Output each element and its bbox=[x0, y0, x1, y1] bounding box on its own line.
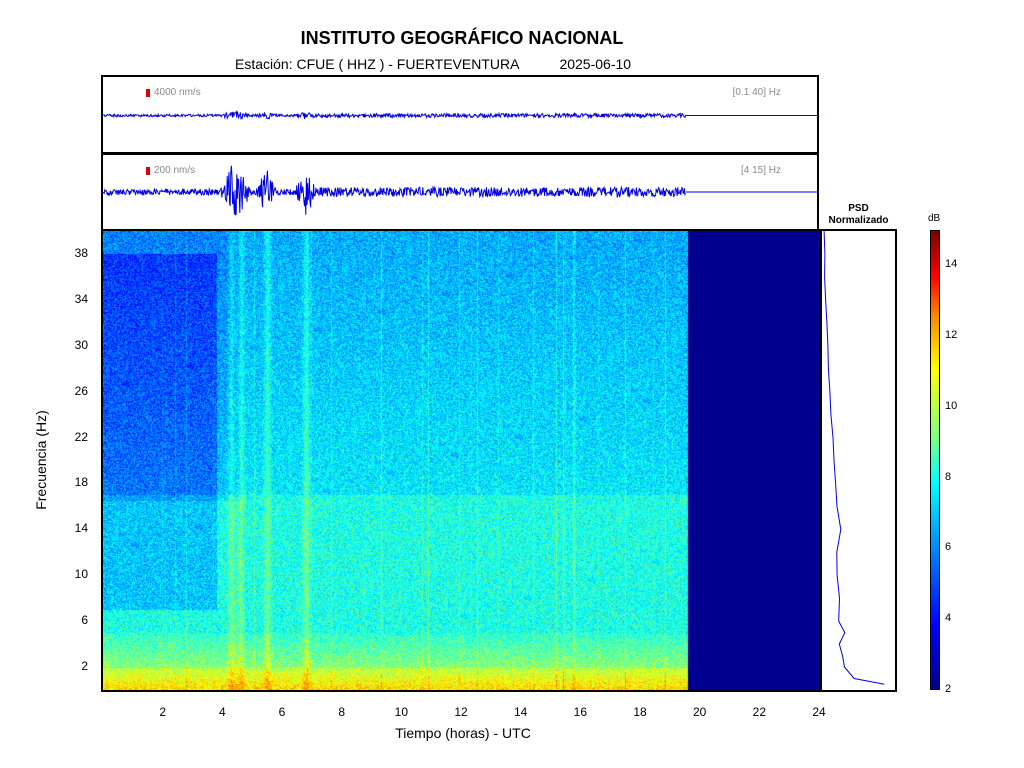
y-tick-label: 18 bbox=[74, 475, 88, 490]
psd-title: PSD Normalizado bbox=[820, 203, 897, 227]
filter-band-label: [0.1 40] Hz bbox=[732, 87, 781, 98]
x-tick-label: 22 bbox=[752, 705, 766, 719]
amplitude-scale-label: 4000 nm/s bbox=[154, 87, 201, 98]
y-tick-label: 10 bbox=[74, 567, 88, 582]
colorbar-tick-label: 14 bbox=[945, 258, 958, 271]
x-tick-label: 6 bbox=[278, 705, 286, 719]
amplitude-scale-label: 200 nm/s bbox=[154, 165, 196, 176]
x-tick-label: 16 bbox=[573, 705, 587, 719]
y-tick-label: 30 bbox=[74, 337, 88, 352]
station-label: Estación: CFUE ( HHZ ) - FUERTEVENTURA bbox=[235, 56, 520, 72]
y-tick-label: 22 bbox=[74, 429, 88, 444]
y-tick-label: 6 bbox=[81, 613, 88, 628]
x-tick-label: 8 bbox=[338, 705, 345, 719]
x-tick-label: 2 bbox=[159, 705, 166, 719]
x-tick-label: 12 bbox=[454, 705, 468, 719]
colorbar-tick-label: 6 bbox=[945, 541, 952, 554]
seismogram-trace bbox=[103, 110, 817, 121]
date-label: 2025-06-10 bbox=[559, 56, 632, 72]
station-subtitle: Estación: CFUE ( HHZ ) - FUERTEVENTURA 20… bbox=[235, 56, 631, 72]
psd-title-line2: Normalizado bbox=[828, 215, 889, 226]
spectrogram-image bbox=[103, 231, 819, 690]
spectrogram-panel bbox=[101, 229, 821, 692]
seismogram-broadband-panel: 4000 nm/s [0.1 40] Hz bbox=[101, 75, 819, 154]
x-tick-label: 10 bbox=[394, 705, 408, 719]
psd-curve bbox=[823, 231, 885, 685]
seismogram-waveform bbox=[103, 110, 687, 121]
seismogram-trace bbox=[103, 165, 817, 216]
page-title: INSTITUTO GEOGRÁFICO NACIONAL bbox=[300, 28, 624, 48]
colorbar-tick-label: 2 bbox=[945, 683, 952, 695]
colorbar-tick-label: 4 bbox=[945, 612, 952, 625]
x-tick-label: 20 bbox=[692, 705, 707, 719]
psd-title-line1: PSD bbox=[848, 203, 869, 214]
colorbar-unit: dB bbox=[928, 213, 941, 224]
y-tick-label: 2 bbox=[81, 659, 88, 674]
colorbar-tick-label: 12 bbox=[945, 329, 958, 342]
psd-panel bbox=[820, 229, 897, 692]
filter-band-label: [4 15] Hz bbox=[740, 165, 781, 176]
amplitude-scale-mark bbox=[146, 167, 150, 175]
y-tick-label: 26 bbox=[74, 383, 88, 398]
colorbar-tick-label: 8 bbox=[945, 470, 952, 483]
seismogram-waveform bbox=[103, 165, 687, 216]
x-axis-label: Tiempo (horas) - UTC bbox=[395, 725, 531, 741]
amplitude-scale-mark bbox=[146, 89, 150, 97]
y-tick-label: 38 bbox=[74, 245, 88, 260]
x-tick-label: 4 bbox=[218, 705, 226, 719]
colorbar bbox=[930, 230, 940, 690]
seismogram-filtered-panel: 200 nm/s [4 15] Hz bbox=[101, 153, 819, 231]
y-tick-label: 14 bbox=[74, 521, 88, 536]
psd-line bbox=[823, 231, 885, 685]
y-axis-label: Frecuencia (Hz) bbox=[33, 410, 49, 510]
x-tick-label: 18 bbox=[633, 705, 647, 719]
y-tick-label: 34 bbox=[74, 291, 88, 306]
x-tick-label: 24 bbox=[812, 705, 826, 719]
x-tick-label: 14 bbox=[513, 705, 528, 719]
colorbar-tick-label: 10 bbox=[945, 399, 958, 412]
